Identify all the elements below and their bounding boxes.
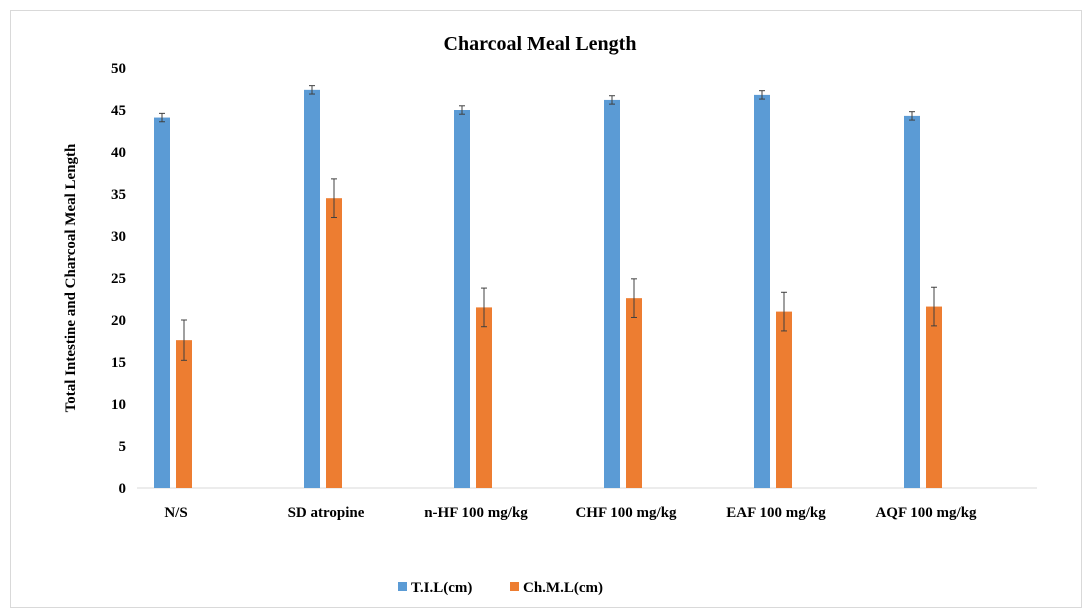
bar-chml [626,298,642,488]
y-axis-ticks: 0 5 10 15 20 25 30 35 40 45 50 [111,61,126,497]
x-axis-categories: N/S SD atropine n-HF 100 mg/kg CHF 100 mg/k… [164,505,977,521]
error-bar [331,178,337,219]
chart-frame [10,10,1082,608]
bar-chml [926,306,942,488]
legend-label: T.I.L(cm) [411,580,472,596]
error-bar [309,85,315,95]
y-tick-label: 5 [119,439,127,455]
error-bar [159,112,165,123]
error-bar [609,95,615,105]
error-bar [909,111,915,121]
y-tick-label: 35 [111,187,126,203]
legend-label: Ch.M.L(cm) [523,580,603,596]
bar-til [454,110,470,488]
bar-til [754,94,770,488]
y-tick-label: 45 [111,103,126,119]
x-category-label: N/S [164,505,187,521]
bar-til [904,115,920,488]
error-bar [631,278,637,318]
legend-swatch [398,582,407,591]
error-bar [781,291,787,332]
error-bar [481,287,487,328]
bar-chml [776,311,792,488]
y-axis-label: Total Intestine and Charcoal Meal Length [63,143,79,412]
bar-til [154,117,170,488]
y-tick-label: 30 [111,229,126,245]
x-category-label: CHF 100 mg/kg [575,505,677,521]
bar-til [604,99,620,489]
y-tick-label: 20 [111,313,126,329]
x-category-label: EAF 100 mg/kg [726,505,826,521]
y-tick-label: 25 [111,271,126,287]
error-bar [181,319,187,361]
y-tick-label: 0 [119,481,127,497]
error-bar [759,90,765,100]
bars [154,85,942,489]
y-tick-label: 10 [111,397,126,413]
x-category-label: n-HF 100 mg/kg [424,505,528,521]
y-tick-label: 50 [111,61,126,77]
bar-chml [326,198,342,488]
legend: T.I.L(cm) Ch.M.L(cm) [398,580,603,596]
bar-til [304,89,320,488]
x-category-label: AQF 100 mg/kg [875,505,977,521]
bar-chml [476,307,492,488]
legend-swatch [510,582,519,591]
error-bar [931,286,937,327]
bar-chml [176,340,192,488]
x-category-label: SD atropine [288,505,365,521]
y-tick-label: 15 [111,355,126,371]
error-bar [459,105,465,115]
chart-title: Charcoal Meal Length [444,33,637,55]
y-tick-label: 40 [111,145,126,161]
